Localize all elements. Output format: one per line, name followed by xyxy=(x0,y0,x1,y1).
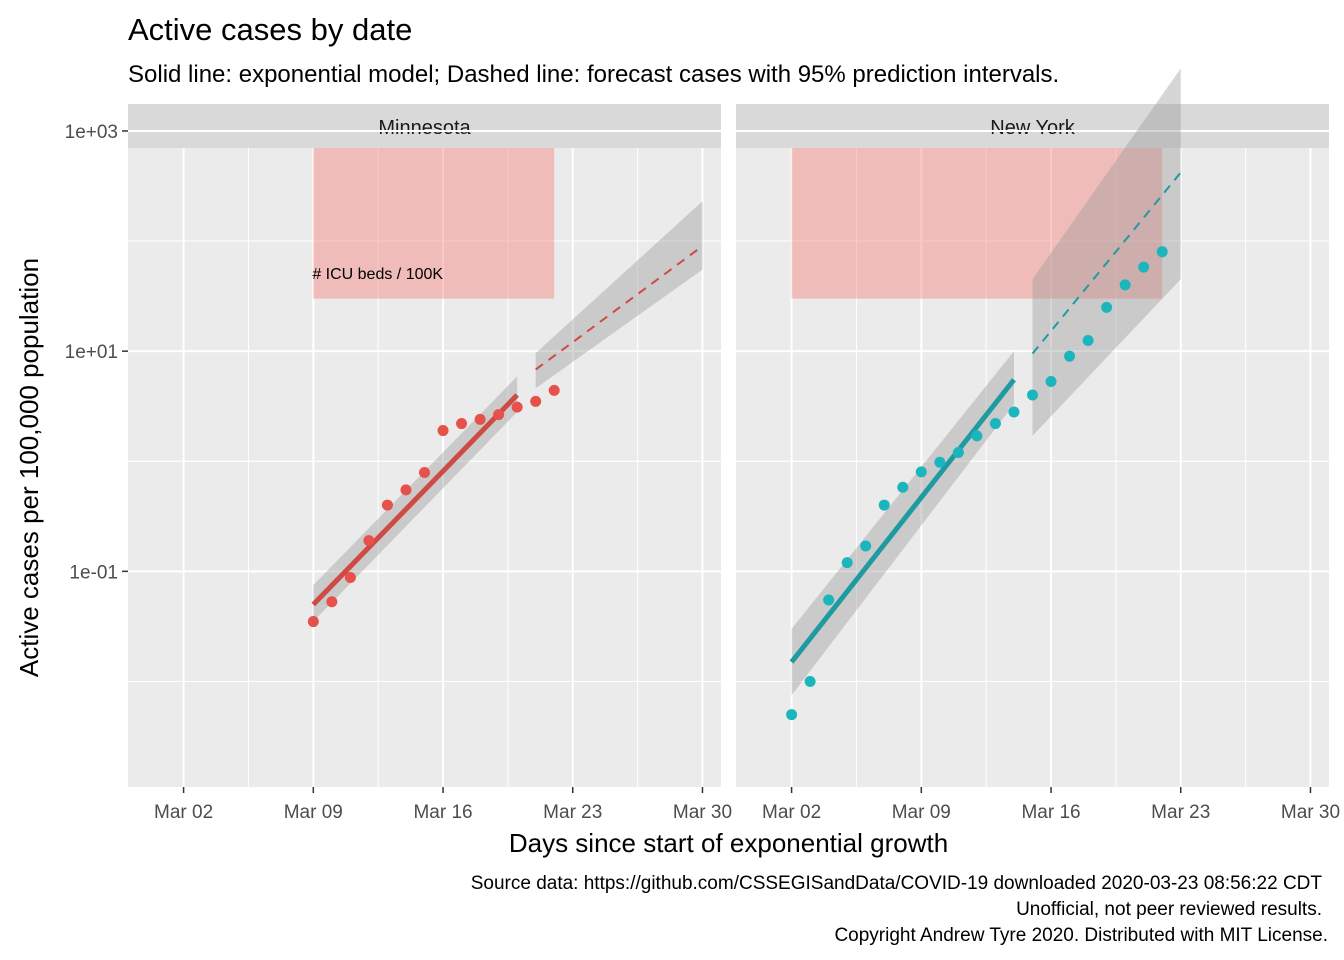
data-point xyxy=(307,616,319,628)
caption-disclaimer: Unofficial, not peer reviewed results. xyxy=(1016,899,1322,920)
exponential-fit-line xyxy=(789,378,1016,664)
data-point xyxy=(456,418,468,430)
strip-label-new-york: New York xyxy=(990,117,1075,139)
data-point xyxy=(1064,350,1076,362)
data-point xyxy=(860,540,872,552)
icu-beds-label: # ICU beds / 100K xyxy=(312,266,443,283)
caption-copyright: Copyright Andrew Tyre 2020. Distributed … xyxy=(834,925,1328,946)
x-tick-label: Mar 16 xyxy=(1021,802,1080,823)
data-point xyxy=(841,557,853,569)
x-tick-label: Mar 23 xyxy=(543,802,602,823)
data-point xyxy=(878,499,890,511)
panel-new-york: New York Mar 02 Mar 09 Mar 16 Mar 23 Mar 30 xyxy=(736,68,1340,823)
forecast-line xyxy=(535,245,704,371)
data-point xyxy=(381,499,393,511)
data-point xyxy=(326,596,338,608)
icu-beds-band xyxy=(313,148,555,299)
y-tick-label: 1e+03 xyxy=(65,122,118,143)
data-point xyxy=(897,481,909,493)
data-point xyxy=(934,456,946,468)
data-point xyxy=(419,467,430,479)
data-point xyxy=(511,401,523,413)
chart-subtitle: Solid line: exponential model; Dashed li… xyxy=(128,61,1059,88)
data-point xyxy=(804,675,816,687)
chart-title: Active cases by date xyxy=(128,12,412,47)
data-point xyxy=(1082,334,1094,346)
strip-background xyxy=(128,104,721,148)
x-tick-label: Mar 16 xyxy=(413,802,472,823)
data-point xyxy=(786,709,798,721)
data-point xyxy=(1119,279,1131,291)
data-point xyxy=(400,484,412,496)
strip-label-minnesota: Minnesota xyxy=(378,117,471,139)
data-point xyxy=(952,447,964,459)
panel-minnesota: Minnesota # ICU beds / 100K Mar 02 Mar 09 M… xyxy=(128,104,732,823)
data-point xyxy=(1027,389,1038,401)
data-point xyxy=(1008,406,1020,418)
forecast-prediction-band xyxy=(1032,68,1181,436)
strip-background xyxy=(736,104,1329,148)
data-point xyxy=(1156,246,1168,258)
panel-background xyxy=(736,148,1329,787)
forecast-prediction-band xyxy=(535,201,703,389)
data-point xyxy=(548,384,560,396)
data-point xyxy=(823,594,835,606)
x-tick-label: Mar 09 xyxy=(284,802,343,823)
caption-source: Source data: https://github.com/CSSEGISa… xyxy=(471,873,1323,894)
x-tick-label: Mar 02 xyxy=(154,802,213,823)
x-tick-label: Mar 30 xyxy=(673,802,732,823)
y-axis-title: Active cases per 100,000 population xyxy=(14,258,44,677)
data-point xyxy=(437,425,449,437)
data-point xyxy=(1045,376,1057,388)
data-point xyxy=(530,395,542,407)
y-tick-label: 1e+01 xyxy=(65,342,118,363)
data-point xyxy=(1138,261,1150,273)
y-tick-label: 1e-01 xyxy=(69,562,118,583)
x-axis-title: Days since start of exponential growth xyxy=(509,828,948,858)
data-point xyxy=(915,466,927,478)
x-tick-label: Mar 23 xyxy=(1151,802,1210,823)
data-point xyxy=(989,418,1001,430)
y-axis: 1e-01 1e+01 1e+03 xyxy=(65,122,128,583)
x-tick-label: Mar 30 xyxy=(1281,802,1340,823)
icu-beds-band xyxy=(791,148,1163,299)
data-point xyxy=(1101,301,1113,313)
data-point xyxy=(474,413,486,425)
data-point xyxy=(363,535,375,547)
x-tick-label: Mar 02 xyxy=(762,802,821,823)
data-point xyxy=(493,409,505,421)
data-point xyxy=(344,571,356,583)
data-point xyxy=(971,430,983,442)
exponential-fit-line xyxy=(311,393,519,607)
forecast-line xyxy=(1031,171,1182,355)
x-tick-label: Mar 09 xyxy=(892,802,951,823)
